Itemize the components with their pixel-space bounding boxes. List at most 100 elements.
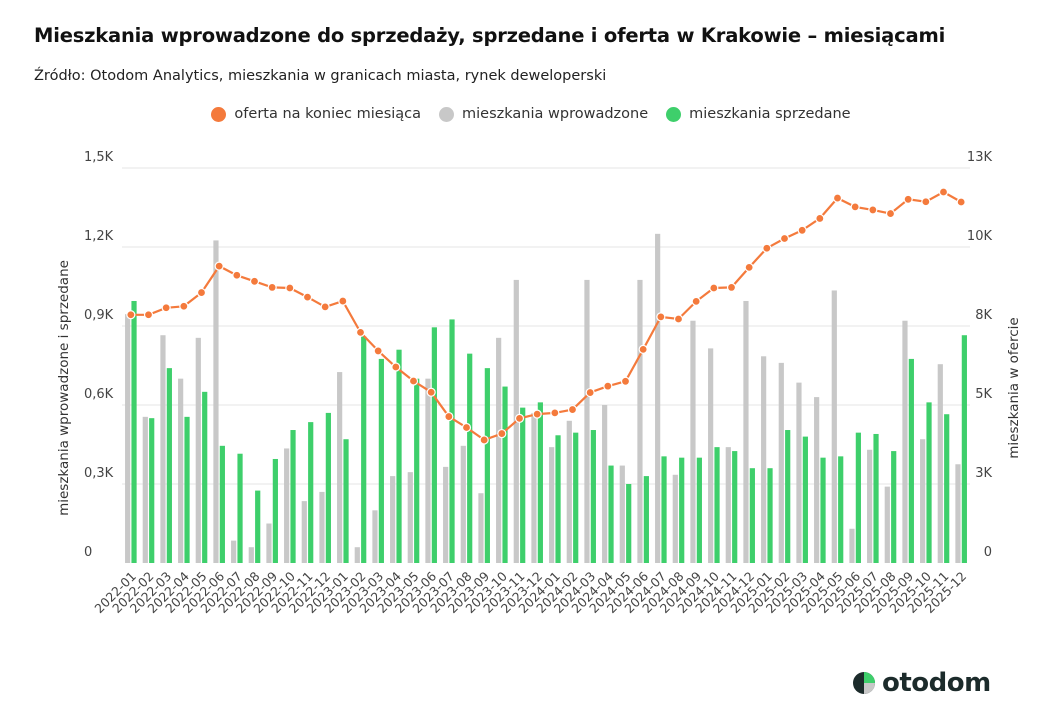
bar-introduced xyxy=(814,397,820,563)
left-tick-label: 0,3K xyxy=(84,466,114,481)
right-tick-label: 13K xyxy=(967,150,993,165)
bar-introduced xyxy=(142,416,148,563)
legend-item-sold[interactable]: mieszkania sprzedane xyxy=(666,106,851,122)
bar-sold xyxy=(431,327,437,563)
bar-sold xyxy=(272,458,278,563)
right-axis-title: mieszkania w ofercie xyxy=(1006,317,1022,458)
bar-introduced xyxy=(849,528,855,563)
legend-label-sold: mieszkania sprzedane xyxy=(689,106,851,122)
offer-point xyxy=(391,362,401,372)
chart-subtitle: Źródło: Otodom Analytics, mieszkania w g… xyxy=(34,68,607,84)
bar-sold xyxy=(573,432,579,563)
bar-sold xyxy=(555,435,561,563)
bar-sold xyxy=(661,456,667,563)
bar-introduced xyxy=(372,510,378,563)
offer-point xyxy=(656,312,666,322)
offer-point xyxy=(673,314,684,324)
bar-introduced xyxy=(178,378,184,563)
bar-sold xyxy=(237,453,243,563)
bar-introduced xyxy=(425,378,431,563)
offer-point xyxy=(726,282,737,293)
offer-point xyxy=(956,197,966,207)
offer-line xyxy=(126,187,966,445)
bar-sold xyxy=(378,358,384,563)
bar-introduced xyxy=(549,447,555,563)
right-tick-label: 10K xyxy=(967,229,993,244)
bar-introduced xyxy=(955,464,961,563)
bar-sold xyxy=(696,457,702,563)
bars xyxy=(125,233,967,564)
bar-sold xyxy=(449,319,455,563)
bar-sold xyxy=(414,378,420,563)
offer-point xyxy=(320,302,330,312)
legend-marker-offer xyxy=(211,106,227,122)
legend-item-introduced[interactable]: mieszkania wprowadzone xyxy=(439,106,648,122)
bar-introduced xyxy=(266,523,272,563)
offer-point xyxy=(832,193,843,203)
offer-point xyxy=(797,225,807,235)
bar-sold xyxy=(396,349,402,563)
offer-point xyxy=(179,301,189,311)
otodom-logo-text: otodom xyxy=(882,668,991,698)
left-tick-label: 0,6K xyxy=(84,387,114,402)
offer-point xyxy=(603,381,613,391)
offer-point xyxy=(143,310,154,320)
bar-sold xyxy=(855,432,861,563)
bar-sold xyxy=(873,433,879,563)
bar-sold xyxy=(537,402,543,563)
bar-sold xyxy=(732,451,738,563)
bar-sold xyxy=(219,445,225,563)
bar-introduced xyxy=(231,540,237,563)
offer-point xyxy=(850,202,860,212)
bar-introduced xyxy=(902,320,908,563)
bar-sold xyxy=(308,422,314,563)
bar-introduced xyxy=(531,412,537,563)
offer-point xyxy=(585,387,595,398)
bar-introduced xyxy=(831,290,837,563)
offer-point xyxy=(355,327,366,337)
bar-sold xyxy=(714,447,720,563)
otodom-logo: otodom xyxy=(852,668,991,698)
bar-introduced xyxy=(690,320,696,563)
legend-item-offer[interactable]: oferta na koniec miesiąca xyxy=(211,106,421,122)
bar-sold xyxy=(679,457,685,563)
offer-point xyxy=(285,283,295,293)
bar-sold xyxy=(926,402,932,563)
legend-marker-introduced xyxy=(439,106,455,122)
bar-sold xyxy=(502,386,508,563)
left-tick-label: 0 xyxy=(84,545,92,560)
bar-introduced xyxy=(284,448,290,563)
offer-point xyxy=(903,194,913,204)
offer-point xyxy=(249,276,260,286)
offer-point xyxy=(815,213,825,224)
bar-sold xyxy=(785,430,791,563)
bar-introduced xyxy=(354,547,360,563)
bar-introduced xyxy=(460,445,466,563)
bar-introduced xyxy=(301,501,307,563)
offer-point xyxy=(302,292,313,302)
bar-introduced xyxy=(407,472,413,563)
bar-sold xyxy=(802,436,808,563)
bar-sold xyxy=(749,468,755,563)
offer-point xyxy=(479,435,489,445)
offer-point xyxy=(885,208,896,219)
bar-sold xyxy=(290,430,296,563)
left-axis-title: mieszkania wprowadzone i sprzedane xyxy=(56,260,72,516)
offer-point xyxy=(338,296,348,306)
bar-introduced xyxy=(213,240,219,563)
left-tick-label: 1,2K xyxy=(84,229,114,244)
bar-sold xyxy=(343,439,349,563)
offer-point xyxy=(532,409,542,419)
bar-sold xyxy=(608,465,614,563)
grid-lines xyxy=(122,167,970,485)
bar-introduced xyxy=(248,547,254,563)
bar-introduced xyxy=(584,279,590,563)
bar-sold xyxy=(767,468,773,563)
legend-label-introduced: mieszkania wprowadzone xyxy=(462,106,649,122)
bar-sold xyxy=(202,391,208,563)
offer-point xyxy=(638,344,648,354)
offer-point xyxy=(461,422,472,433)
bar-introduced xyxy=(195,337,201,563)
offer-point xyxy=(709,283,719,293)
bar-introduced xyxy=(655,233,661,564)
